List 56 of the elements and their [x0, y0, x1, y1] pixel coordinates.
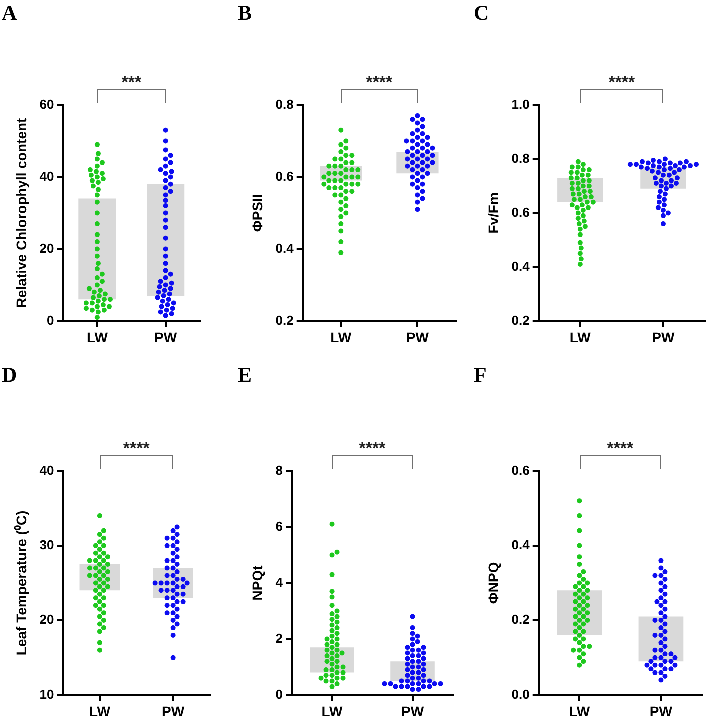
- x-tick-label: LW: [569, 703, 591, 720]
- y-tick-label: 0.8: [276, 96, 294, 112]
- y-tick-label: 0.6: [276, 168, 294, 184]
- x-tick-label: LW: [89, 703, 112, 720]
- text: ****: [366, 73, 394, 92]
- y-tick-label: 0.8: [512, 150, 530, 166]
- x-tick-label: LW: [322, 703, 344, 720]
- y-tick-label: 4: [276, 574, 284, 590]
- y-tick-label: 0.6: [512, 462, 530, 478]
- y-tick-label: 0.4: [512, 537, 531, 552]
- text: ****: [608, 73, 636, 92]
- y-tick-label: 0.2: [276, 312, 294, 328]
- y-axis-title: Fv/Fm: [485, 192, 502, 234]
- y-tick-label: 2: [276, 630, 284, 646]
- y-tick-label: 20: [40, 240, 54, 256]
- y-tick-label: 40: [40, 168, 54, 184]
- y-tick-label: 6: [276, 518, 284, 534]
- x-tick-label: PW: [650, 703, 674, 720]
- text: ****: [607, 439, 634, 458]
- text: ****: [359, 439, 386, 458]
- y-tick-label: 20: [40, 612, 54, 628]
- y-tick-label: 0.2: [512, 612, 530, 628]
- x-tick-label: PW: [162, 703, 186, 720]
- y-tick-label: 10: [40, 686, 54, 702]
- chart-title: A: [2, 1, 18, 26]
- x-tick-label: LW: [330, 329, 352, 346]
- y-tick-label: 0.4: [276, 240, 295, 256]
- y-axis-title: ΦNPQ: [485, 562, 502, 604]
- x-tick-label: PW: [406, 329, 430, 346]
- x-tick-label: LW: [86, 329, 109, 346]
- y-axis-title: ΦPSII: [249, 194, 266, 232]
- chart-title: B: [238, 1, 252, 26]
- chart-title: D: [2, 363, 18, 388]
- y-tick-label: 0.0: [512, 686, 530, 702]
- y-tick-label: 0.2: [512, 312, 530, 328]
- y-axis-title: NPQt: [249, 565, 266, 601]
- y-tick-label: 0.4: [512, 258, 531, 274]
- x-tick-label: LW: [570, 329, 592, 346]
- y-tick-label: 60: [40, 96, 54, 112]
- x-tick-label: PW: [154, 329, 178, 346]
- chart-title: E: [238, 363, 252, 388]
- x-tick-label: PW: [401, 703, 425, 720]
- chart-title: F: [474, 363, 487, 388]
- text: ****: [123, 439, 150, 458]
- y-tick-label: 30: [40, 537, 54, 552]
- y-axis-title: Leaf Temperature (⁰C): [13, 510, 30, 656]
- y-tick-label: 0: [276, 686, 284, 702]
- y-tick-label: 40: [40, 462, 54, 478]
- y-tick-label: 8: [276, 462, 284, 478]
- y-axis-title: Relative Chlorophyll content: [13, 118, 30, 308]
- y-tick-label: 1.0: [512, 96, 530, 112]
- x-tick-label: PW: [652, 329, 676, 346]
- chart-title: C: [474, 1, 490, 26]
- y-tick-label: 0.6: [512, 204, 530, 220]
- y-tick-label: 0: [47, 312, 54, 328]
- text: ***: [122, 73, 142, 92]
